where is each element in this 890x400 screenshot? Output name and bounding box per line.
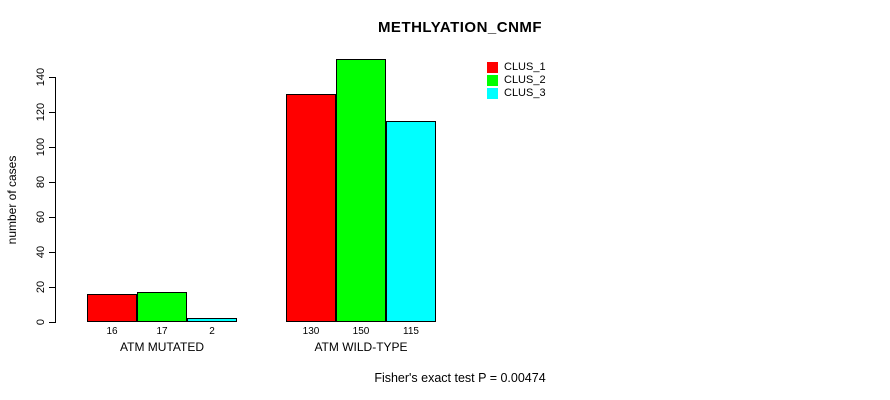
bar-clus_1-group1 <box>87 294 137 322</box>
chart-title: METHLYATION_CNMF <box>377 19 543 36</box>
legend-label: CLUS_3 <box>504 87 546 99</box>
y-tick <box>49 77 55 78</box>
bar-clus_1-group2 <box>286 94 336 322</box>
y-tick-label: 120 <box>35 102 47 122</box>
legend-label: CLUS_2 <box>504 74 546 86</box>
x-category-label: ATM MUTATED <box>120 340 204 354</box>
y-axis-line <box>55 77 56 323</box>
legend-item: CLUS_2 <box>487 74 546 87</box>
y-tick <box>49 287 55 288</box>
y-tick-label: 40 <box>35 245 47 259</box>
bar-value-label: 2 <box>209 326 215 337</box>
y-tick-label: 100 <box>35 137 47 157</box>
y-tick-label: 60 <box>35 210 47 224</box>
y-tick-label: 140 <box>35 67 47 87</box>
y-tick <box>49 182 55 183</box>
legend-swatch <box>487 62 498 73</box>
y-tick-label: 0 <box>35 318 47 326</box>
y-tick <box>49 147 55 148</box>
bar-value-label: 16 <box>106 326 118 337</box>
stat-test-annotation: Fisher's exact test P = 0.00474 <box>374 371 546 385</box>
legend-swatch <box>487 75 498 86</box>
legend-label: CLUS_1 <box>504 61 546 73</box>
legend-item: CLUS_3 <box>487 87 546 100</box>
bar-value-label: 130 <box>302 326 320 337</box>
legend-item: CLUS_1 <box>487 61 546 74</box>
bar-value-label: 150 <box>352 326 370 337</box>
y-tick <box>49 217 55 218</box>
y-tick <box>49 322 55 323</box>
y-tick-label: 80 <box>35 175 47 189</box>
y-tick-label: 20 <box>35 280 47 294</box>
y-tick <box>49 252 55 253</box>
legend: CLUS_1 CLUS_2 CLUS_3 <box>487 61 546 100</box>
bar-clus_3-group2 <box>386 121 436 322</box>
y-tick <box>49 112 55 113</box>
bar-clus_2-group2 <box>336 59 386 322</box>
x-category-label: ATM WILD-TYPE <box>314 340 408 354</box>
bar-value-label: 17 <box>156 326 168 337</box>
bar-clus_2-group1 <box>137 292 187 322</box>
legend-swatch <box>487 88 498 99</box>
bar-clus_3-group1 <box>187 318 237 322</box>
bar-value-label: 115 <box>403 326 419 337</box>
